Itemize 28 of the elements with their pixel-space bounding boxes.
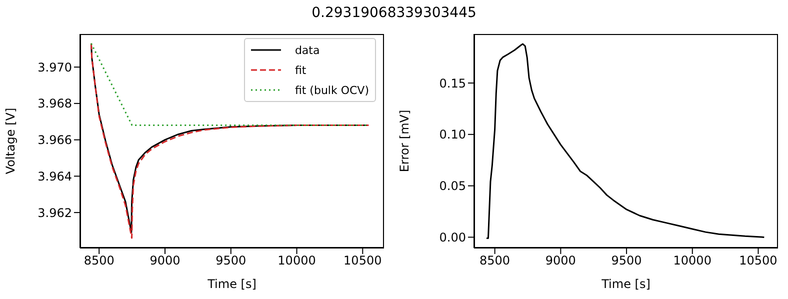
x-axis-title: Time [s] [600,277,650,291]
legend-label: data [294,44,320,56]
legend-label: fit [294,64,306,76]
x-tick-label: 9500 [216,254,246,268]
x-tick-label: 8500 [84,254,114,268]
y-axis-title: Error [mV] [397,110,412,172]
y-tick-label: 3.970 [38,60,72,74]
x-tick-label: 10000 [673,254,712,268]
x-tick-label: 9000 [545,254,576,268]
y-tick-label: 3.964 [38,169,72,184]
x-tick-label: 10500 [344,254,382,268]
y-tick-label: 3.966 [38,133,72,148]
chart-title: 0.29319068339303445 [310,5,478,21]
x-tick-label: 8500 [480,254,510,268]
x-tick-label: 9000 [150,254,180,268]
x-tick-label: 10000 [278,254,316,268]
y-tick-label: 0.00 [439,230,466,244]
y-tick-label: 0.10 [439,128,466,142]
x-tick-label: 9500 [611,254,642,268]
y-tick-label: 3.962 [38,206,72,220]
x-tick-label: 10500 [739,254,778,268]
x-axis-title: Time [s] [206,277,256,291]
y-tick-label: 3.968 [38,96,72,111]
line-series [486,43,765,239]
legend-label: fit (bulk OCV) [294,84,369,96]
y-tick-label: 0.05 [439,179,466,194]
y-tick-label: 0.15 [439,76,466,90]
y-axis-title: Voltage [V] [3,108,18,174]
